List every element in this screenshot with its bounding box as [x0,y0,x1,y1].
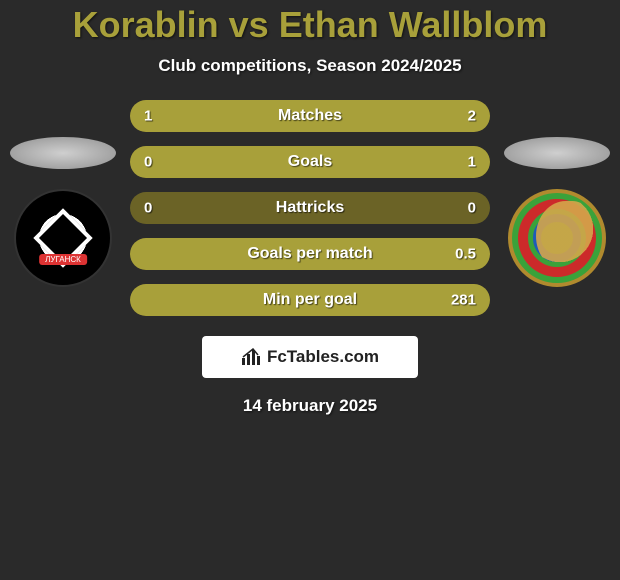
bar-value-left: 0 [144,200,152,217]
stat-bar-row: 1 Matches 2 [130,100,490,132]
bar-value-left: 1 [144,108,152,125]
stat-bars: 1 Matches 2 0 Goals 1 0 Hattricks 0 Goals per mat… [130,100,490,316]
bar-value-right: 1 [468,154,476,171]
date-text: 14 february 2025 [0,396,620,416]
club-badge-text: ЛУГАНСК [39,254,87,265]
bar-label: Goals per match [247,245,372,263]
comparison-panel: ЛУГАНСК 1 Matches 2 0 Goals 1 0 Hattricks 0 Goals… [0,100,620,316]
bar-label: Matches [278,107,342,125]
branding-text: FcTables.com [267,347,379,367]
bar-label: Goals [288,153,332,171]
player-left-column: ЛУГАНСК [8,129,118,287]
pedestal-ellipse [10,137,116,169]
subtitle: Club competitions, Season 2024/2025 [0,56,620,76]
club-logo-right [508,189,606,287]
stat-bar-row: Goals per match 0.5 [130,238,490,270]
club-logo-left: ЛУГАНСК [14,189,112,287]
page-title: Korablin vs Ethan Wallblom [0,4,620,46]
pedestal-ellipse [504,137,610,169]
bar-label: Hattricks [276,199,344,217]
bar-label: Min per goal [263,291,357,309]
bar-value-right: 281 [451,292,476,309]
bar-value-right: 0 [468,200,476,217]
stat-bar-row: 0 Goals 1 [130,146,490,178]
branding-badge: FcTables.com [202,336,418,378]
stat-bar-row: 0 Hattricks 0 [130,192,490,224]
bar-value-right: 0.5 [455,246,476,263]
stat-bar-row: Min per goal 281 [130,284,490,316]
player-right-column [502,129,612,287]
bar-value-left: 0 [144,154,152,171]
chart-bars-icon [241,348,263,366]
bar-value-right: 2 [468,108,476,125]
